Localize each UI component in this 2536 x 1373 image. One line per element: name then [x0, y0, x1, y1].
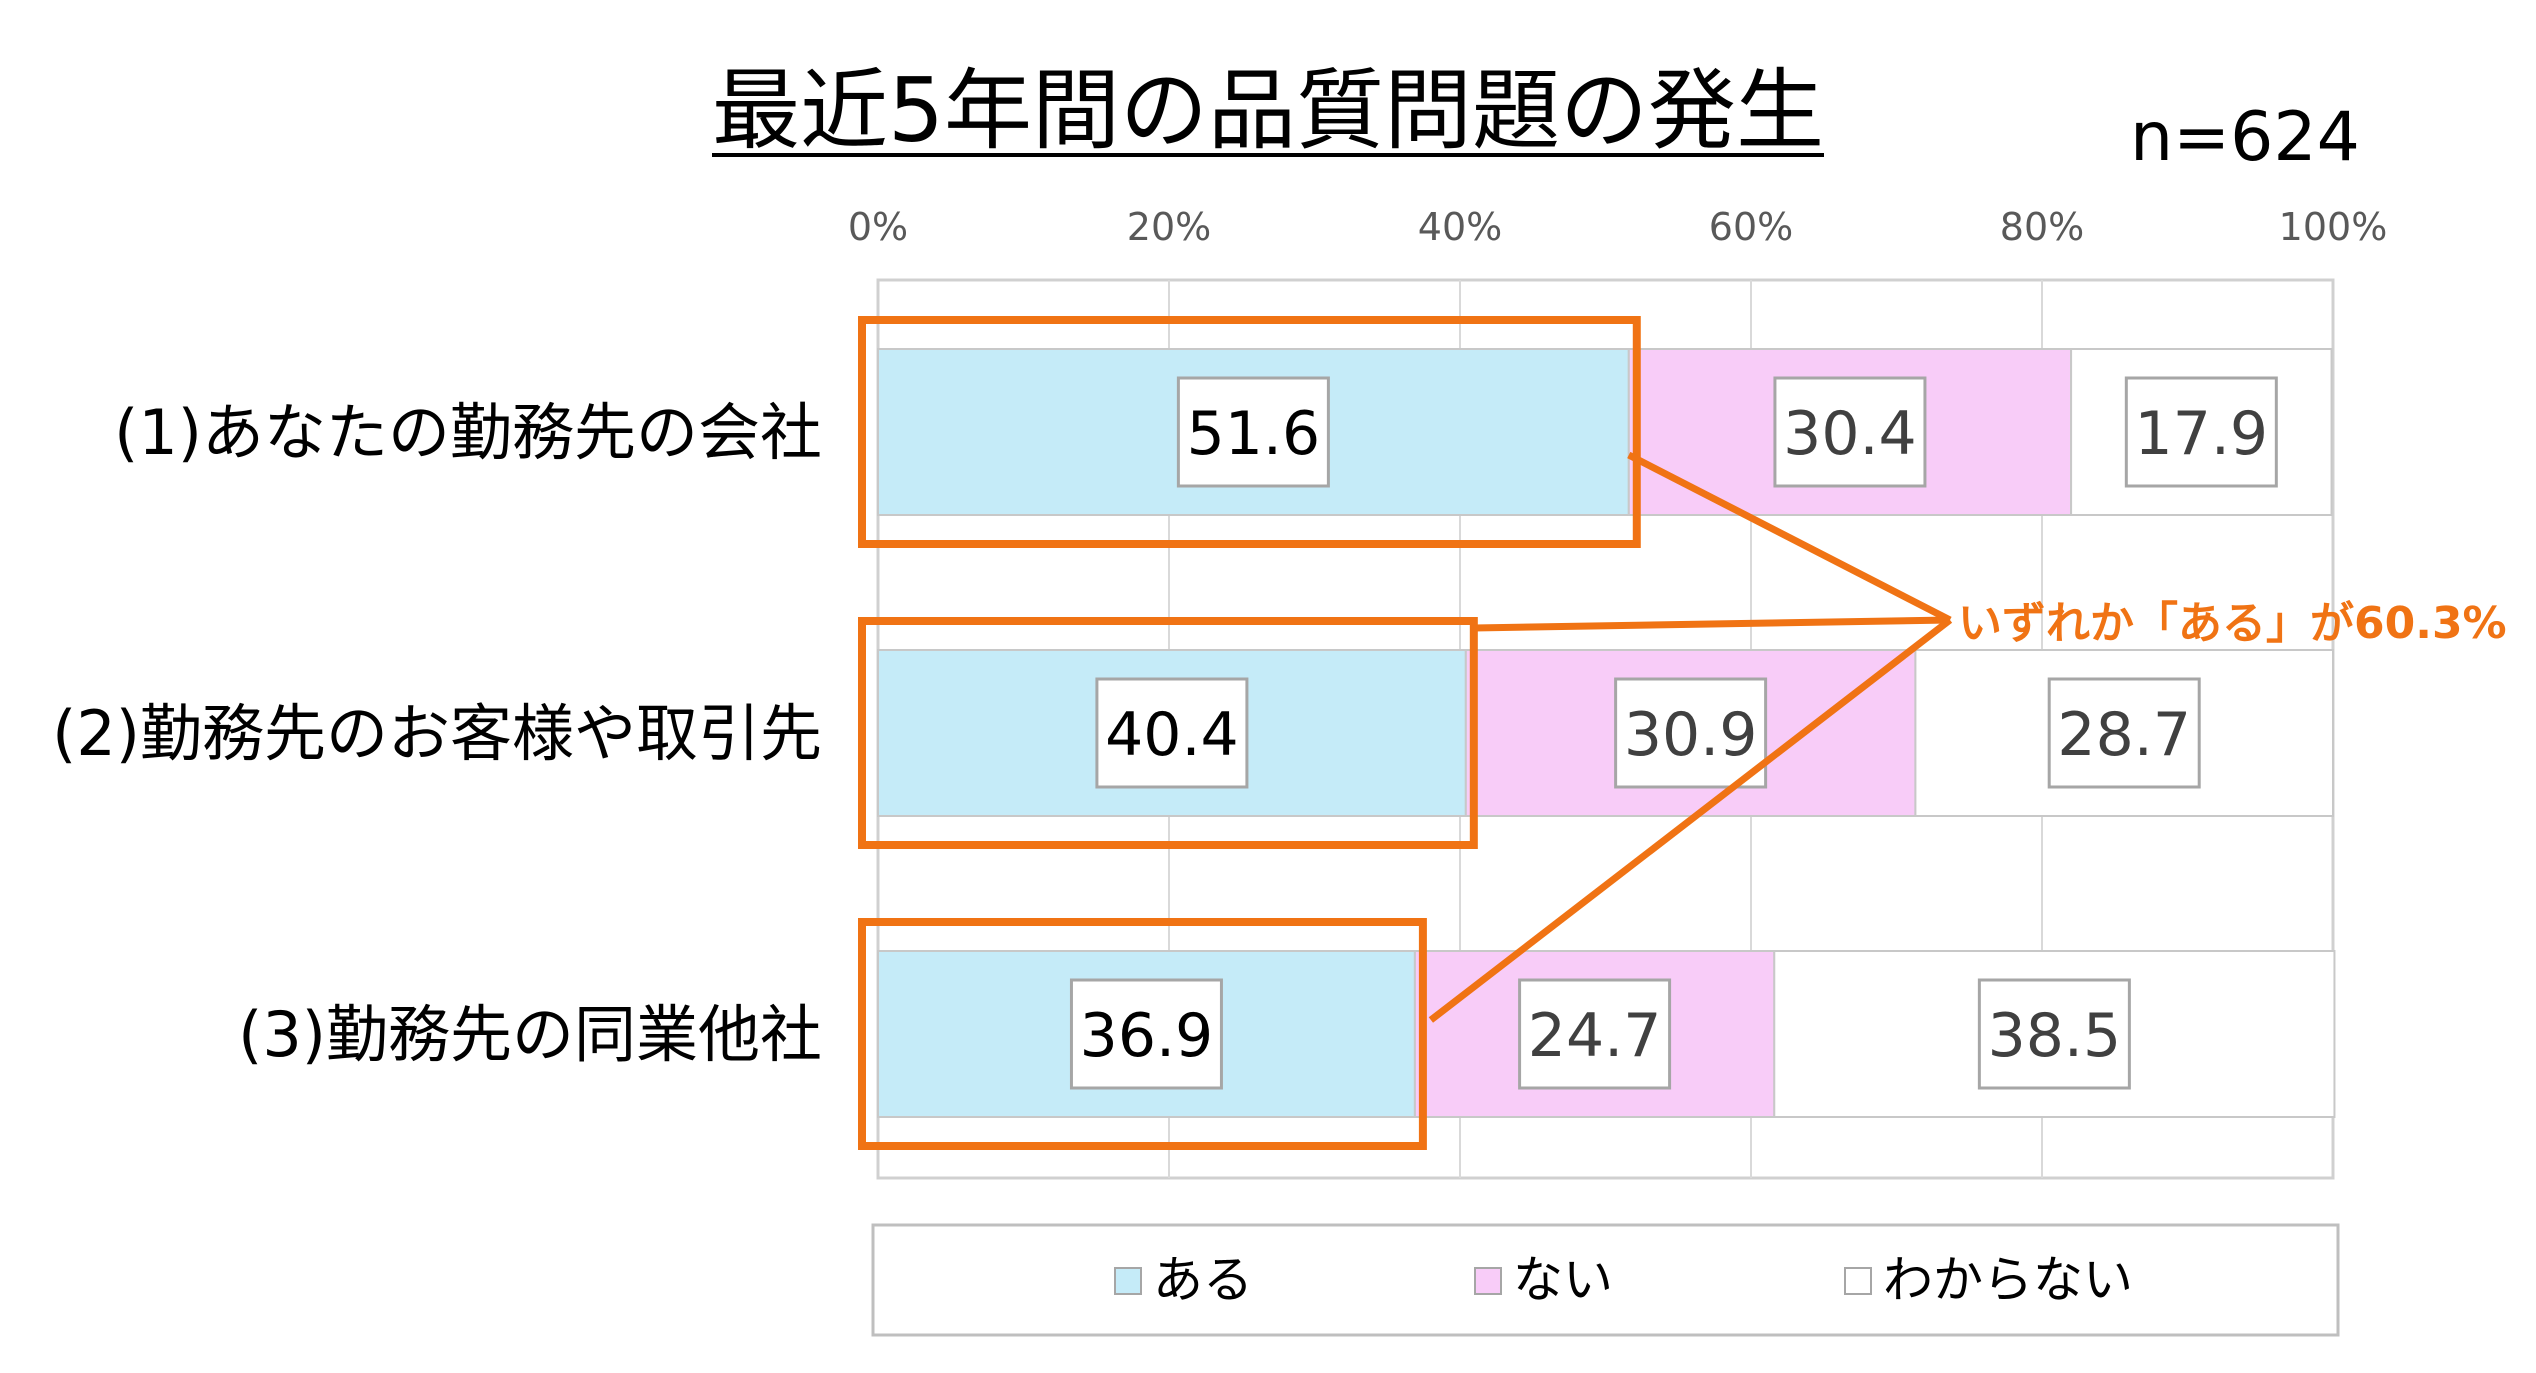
data-label-box: [2124, 376, 2278, 488]
category-label: (1)あなたの勤務先の会社: [114, 396, 822, 469]
sample-size-note: n=624: [2130, 98, 2360, 177]
chart-title: 最近5年間の品質問題の発生: [712, 59, 1824, 162]
highlight-box: [858, 316, 1641, 548]
data-label: 40.4: [1105, 700, 1239, 770]
connector-line: [1627, 451, 1952, 624]
data-label-box: [1614, 677, 1768, 789]
x-tick-label: 20%: [1127, 205, 1211, 249]
legend-swatch: [1114, 1267, 1142, 1295]
data-label: 51.6: [1187, 399, 1321, 469]
category-label: (3)勤務先の同業他社: [238, 998, 822, 1071]
x-tick-label: 40%: [1418, 205, 1502, 249]
legend-label: わからない: [1883, 1251, 2133, 1309]
data-label-box: [1518, 978, 1672, 1090]
data-label: 36.9: [1080, 1001, 1214, 1071]
x-tick-label: 80%: [2000, 205, 2084, 249]
x-tick-label: 100%: [2279, 205, 2388, 249]
data-label-box: [2047, 677, 2201, 789]
data-label-box: [1176, 376, 1330, 488]
data-label-box: [1069, 978, 1223, 1090]
data-label: 30.4: [1783, 399, 1917, 469]
data-label-box: [1773, 376, 1927, 488]
connector-line: [1473, 616, 1951, 632]
connector-line: [1428, 617, 1953, 1023]
data-label: 30.9: [1624, 700, 1758, 770]
legend-label: ない: [1513, 1251, 1613, 1309]
data-label: 28.7: [2057, 700, 2191, 770]
data-label: 17.9: [2135, 399, 2269, 469]
category-label: (2)勤務先のお客様や取引先: [52, 697, 822, 770]
legend-label: ある: [1153, 1251, 1253, 1309]
annotation-label: いずれか「ある」が60.3%: [1958, 598, 2507, 649]
legend-swatch: [1474, 1267, 1502, 1295]
highlight-box: [858, 918, 1427, 1150]
x-tick-label: 0%: [848, 205, 908, 249]
data-label: 24.7: [1528, 1001, 1662, 1071]
data-label-box: [1977, 978, 2131, 1090]
x-tick-label: 60%: [1709, 205, 1793, 249]
legend-swatch: [1844, 1267, 1872, 1295]
data-label-box: [1095, 677, 1249, 789]
highlight-box: [858, 617, 1478, 849]
data-label: 38.5: [1988, 1001, 2122, 1071]
